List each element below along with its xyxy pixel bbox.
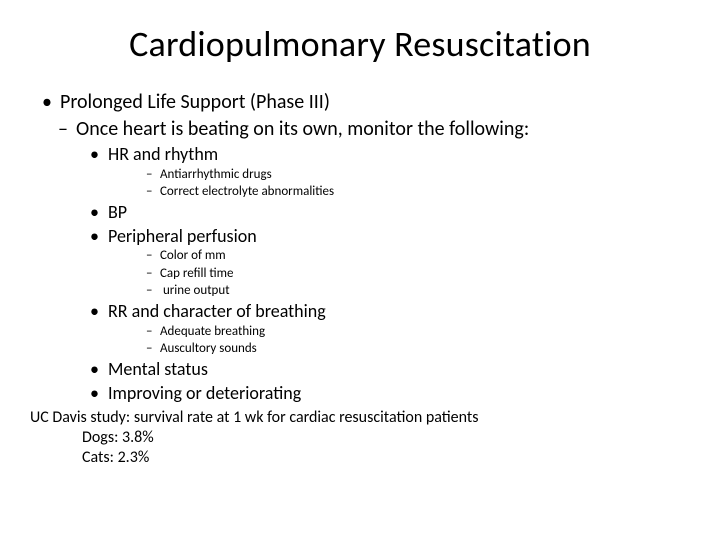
lvl4-item: Color of mm bbox=[30, 248, 690, 264]
slide: Cardiopulmonary Resuscitation Prolonged … bbox=[0, 0, 720, 540]
lvl4-item: Auscultory sounds bbox=[30, 341, 690, 357]
lvl3-item: RR and character of breathing bbox=[30, 301, 690, 323]
lvl3-item: Peripheral perfusion bbox=[30, 226, 690, 248]
lvl4-item: Antiarrhythmic drugs bbox=[30, 167, 690, 183]
footer-line-3: Cats: 2.3% bbox=[30, 448, 690, 468]
lvl1-item: Prolonged Life Support (Phase III) bbox=[30, 90, 690, 115]
lvl4-item: Correct electrolyte abnormalities bbox=[30, 184, 690, 200]
lvl4-item: Adequate breathing bbox=[30, 324, 690, 340]
lvl3-item: Improving or deteriorating bbox=[30, 383, 690, 405]
lvl2-item: Once heart is beating on its own, monito… bbox=[30, 117, 690, 142]
bullet-list: Prolonged Life Support (Phase III) Once … bbox=[30, 90, 690, 404]
lvl3-item: BP bbox=[30, 202, 690, 224]
lvl4-item: Cap refill time bbox=[30, 266, 690, 282]
footer-line-1: UC Davis study: survival rate at 1 wk fo… bbox=[30, 408, 690, 428]
slide-title: Cardiopulmonary Resuscitation bbox=[30, 22, 690, 66]
lvl3-item: HR and rhythm bbox=[30, 144, 690, 166]
lvl3-item: Mental status bbox=[30, 359, 690, 381]
lvl4-item: urine output bbox=[30, 283, 690, 299]
footer-line-2: Dogs: 3.8% bbox=[30, 428, 690, 448]
